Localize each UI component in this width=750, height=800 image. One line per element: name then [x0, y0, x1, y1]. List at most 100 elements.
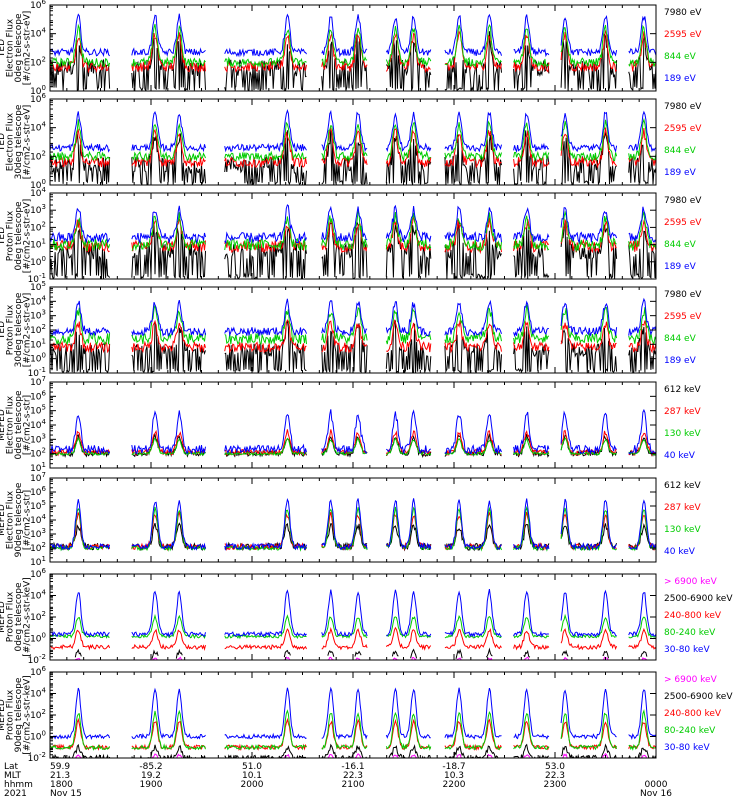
y-tick-label: 102	[30, 447, 46, 460]
y-tick-label: 104	[30, 418, 46, 431]
y-tick-label: 100	[30, 178, 46, 191]
y-axis-label: MEPEDElectron Flux0deg telescope[#/cm2-s…	[0, 390, 33, 460]
legend-entry: 189 eV	[664, 168, 697, 178]
footer-lat-value: 53.0	[545, 762, 565, 772]
footer-mlt-value: 19.2	[141, 771, 161, 781]
y-tick-label: 107	[30, 471, 46, 484]
footer-hhmm-value: 0000	[645, 780, 668, 790]
y-tick-label: 102	[30, 220, 46, 233]
footer-row-label: Lat	[4, 762, 19, 772]
legend-entry: 2595 eV	[664, 312, 702, 322]
y-axis-label: TEDElectron Flux0deg telescope[#/cm2-s-s…	[0, 11, 33, 86]
legend-entry: 612 keV	[664, 481, 701, 491]
footer-lat-value: 51.0	[242, 762, 262, 772]
legend-entry: 287 keV	[664, 407, 701, 417]
footer-mlt-value: 10.3	[444, 771, 464, 781]
footer-row-label: MLT	[4, 771, 22, 781]
y-tick-label: 102	[30, 708, 46, 721]
legend-entry: 130 keV	[664, 429, 701, 439]
y-tick-label: 105	[30, 404, 46, 417]
legend-entry: 189 eV	[664, 356, 697, 366]
y-tick-label: 101	[30, 238, 46, 251]
series-line-80-240-kev	[50, 613, 656, 640]
footer-lat-value: -16.1	[341, 762, 364, 772]
series-line-2595-ev	[50, 319, 656, 354]
series-line--6900-kev	[75, 753, 648, 758]
y-tick-label: 10-2	[28, 653, 46, 666]
y-tick-label: 102	[30, 149, 46, 162]
y-tick-label: 101	[30, 555, 46, 568]
series-line-844-ev	[50, 117, 656, 163]
y-tick-label: 104	[30, 27, 46, 40]
series-line-189-ev	[50, 108, 656, 153]
y-tick-label: 106	[30, 567, 46, 580]
legend-entry: 612 keV	[664, 385, 701, 395]
series-line-7980-ev	[50, 129, 656, 185]
series-line-240-800-kev	[50, 626, 656, 651]
series-line--6900-kev	[75, 656, 648, 660]
legend-entry: 40 keV	[664, 547, 696, 557]
series-line-2500-6900-kev	[74, 647, 648, 660]
legend-entry: 2595 eV	[664, 30, 702, 40]
legend-entry: 7980 eV	[664, 102, 702, 112]
y-tick-label: 106	[30, 389, 46, 402]
legend-entry: 844 eV	[664, 240, 697, 250]
series-line-130-kev	[50, 505, 656, 552]
y-tick-label: 100	[30, 84, 46, 97]
y-tick-label: 106	[30, 665, 46, 678]
legend-entry: > 6900 keV	[664, 675, 718, 685]
y-tick-label: 106	[30, 92, 46, 105]
y-tick-label: 104	[30, 589, 46, 602]
series-line-30-80-kev	[50, 686, 656, 741]
y-tick-label: 100	[30, 352, 46, 365]
footer-hhmm-value: 1900	[140, 780, 163, 790]
legend-entry: 40 keV	[664, 451, 696, 461]
legend-entry: 7980 eV	[664, 196, 702, 206]
footer-hhmm-value: 2100	[342, 780, 365, 790]
legend-entry: 844 eV	[664, 52, 697, 62]
y-axis-label: MEPEDProton Flux90deg telescope[#/cm2-s-…	[0, 675, 33, 754]
footer-date-value: Nov 15	[50, 789, 82, 799]
footer-date-value: Nov 16	[640, 789, 672, 799]
legend-entry: 7980 eV	[664, 290, 702, 300]
y-tick-label: 102	[30, 610, 46, 623]
y-tick-label: 102	[30, 541, 46, 554]
series-line-130-kev	[50, 436, 656, 457]
legend-entry: 844 eV	[664, 334, 697, 344]
legend-entry: 240-800 keV	[664, 611, 722, 621]
y-tick-label: 102	[30, 323, 46, 336]
y-tick-label: 101	[30, 461, 46, 474]
legend-entry: 130 keV	[664, 525, 701, 535]
legend-entry: 287 keV	[664, 503, 701, 513]
legend-entry: 30-80 keV	[664, 743, 710, 753]
legend-entry: > 6900 keV	[664, 577, 718, 587]
series-line-30-80-kev	[50, 589, 656, 638]
y-tick-label: 105	[30, 499, 46, 512]
y-tick-label: 103	[30, 203, 46, 216]
y-tick-label: 100	[30, 632, 46, 645]
footer-hhmm-value: 2300	[544, 780, 567, 790]
y-tick-label: 107	[30, 375, 46, 388]
legend-entry: 30-80 keV	[664, 645, 710, 655]
footer-mlt-value: 21.3	[50, 771, 70, 781]
legend-entry: 7980 eV	[664, 8, 702, 18]
series-line-844-ev	[50, 23, 656, 69]
footer-mlt-value: 22.3	[343, 771, 363, 781]
footer-row-label: 2021	[4, 789, 27, 799]
y-tick-label: 10-2	[28, 751, 46, 764]
y-axis-label: MEPEDProton Flux0deg telescope[#/cm2-s-s…	[0, 577, 33, 656]
panel-frame	[49, 381, 657, 469]
legend-entry: 189 eV	[664, 74, 697, 84]
y-tick-label: 10-1	[28, 366, 46, 379]
y-axis-label: TEDElectron Flux30deg telescope[#/cm2-s-…	[0, 104, 33, 179]
y-axis-label: TEDProton Flux0deg telescope[#/cm2-s-str…	[0, 199, 33, 274]
